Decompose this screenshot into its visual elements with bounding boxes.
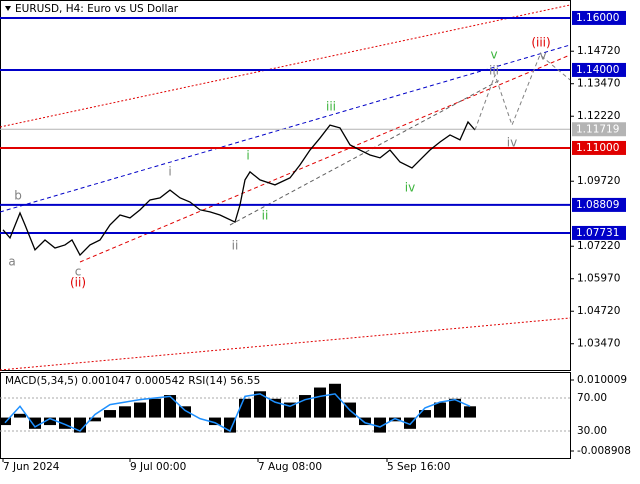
wave-label: i <box>246 149 249 163</box>
level-box <box>572 197 626 212</box>
x-tick-label: 7 Jun 2024 <box>3 461 60 473</box>
y-tick-label: 1.05970 <box>577 273 620 285</box>
macd-bar <box>464 406 476 418</box>
level-box <box>572 62 626 77</box>
channel-line <box>0 44 571 213</box>
y-tick-label: -0.008908 <box>577 445 631 457</box>
y-tick-label: 1.07220 <box>577 240 620 252</box>
y-tick-label: 1.14720 <box>577 45 620 57</box>
wave-label: iv <box>405 181 415 195</box>
level-label: 1.16000 <box>576 12 619 24</box>
macd-bar <box>449 398 461 418</box>
trend-lines <box>0 4 571 371</box>
y2-tick-label: 70.00 <box>577 392 607 404</box>
macd-bar <box>359 417 371 426</box>
level-box <box>572 10 626 25</box>
macd-bar <box>404 417 416 429</box>
macd-bar <box>164 395 176 418</box>
chart-title: EURUSD, H4: Euro vs US Dollar <box>15 3 179 15</box>
macd-bar <box>44 417 56 426</box>
wave-label: c <box>75 265 82 279</box>
macd-bar <box>314 387 326 418</box>
level-box <box>572 140 626 155</box>
wave-label: ii <box>262 209 269 223</box>
wave-label: v <box>490 48 497 62</box>
level-box <box>572 225 626 240</box>
macd-bar <box>419 410 431 418</box>
macd-bar <box>434 402 446 418</box>
y-tick-label: 1.09720 <box>577 175 620 187</box>
x-tick-label: 9 Jul 00:00 <box>130 461 186 473</box>
wave-label: (ii) <box>70 276 86 290</box>
macd-bar <box>14 413 26 418</box>
y-tick-label: 1.12220 <box>577 110 620 122</box>
macd-bar <box>329 383 341 418</box>
macd-bar <box>29 417 41 429</box>
macd-bar <box>89 417 101 422</box>
macd-bar <box>254 391 266 418</box>
wave-label: iii <box>489 64 499 78</box>
macd-bar <box>209 417 221 426</box>
y-tick-label: 1.03470 <box>577 338 620 350</box>
level-label: 1.11719 <box>576 123 619 135</box>
x-tick-label: 7 Aug 08:00 <box>258 461 322 473</box>
y-tick-label: 1.13470 <box>577 78 620 90</box>
indicator-frame <box>0 372 571 459</box>
symbol-icon <box>5 6 11 11</box>
y2-tick-label: 30.00 <box>577 425 607 437</box>
macd-bar <box>284 402 296 418</box>
wave-label: iii <box>326 100 336 114</box>
main-frame <box>0 0 571 371</box>
macd-bar <box>104 410 116 418</box>
level-label: 1.08809 <box>576 199 619 211</box>
level-label: 1.14000 <box>576 64 619 76</box>
macd-bar <box>59 417 71 429</box>
level-label: 1.07731 <box>576 227 619 239</box>
wave-label: b <box>14 189 22 203</box>
wave-label: ii <box>232 239 239 253</box>
level-box <box>572 122 626 137</box>
macd-bar <box>134 402 146 418</box>
channel-line <box>79 54 571 263</box>
macd-bar <box>179 406 191 418</box>
channel-line <box>0 317 571 371</box>
level-label: 1.11000 <box>576 142 619 154</box>
y-tick-label: 0.010009 <box>577 374 627 386</box>
x-tick-label: 5 Sep 16:00 <box>387 461 450 473</box>
y-tick-label: 1.04720 <box>577 305 620 317</box>
price-line <box>2 120 476 257</box>
macd-bar <box>239 398 251 418</box>
wave-label: v <box>539 49 546 63</box>
macd-bar <box>149 398 161 418</box>
channel-line <box>229 79 501 226</box>
wave-label: i <box>168 165 171 179</box>
channel-line <box>0 4 571 128</box>
indicator-title: MACD(5,34,5) 0.001047 0.000542 RSI(14) 5… <box>5 375 260 387</box>
wave-label: (iii) <box>531 36 550 50</box>
macd-bar <box>374 417 386 433</box>
wave-label: a <box>8 255 15 269</box>
macd-bar <box>119 406 131 418</box>
rsi-line <box>4 393 471 433</box>
wave-label: iv <box>507 136 517 150</box>
